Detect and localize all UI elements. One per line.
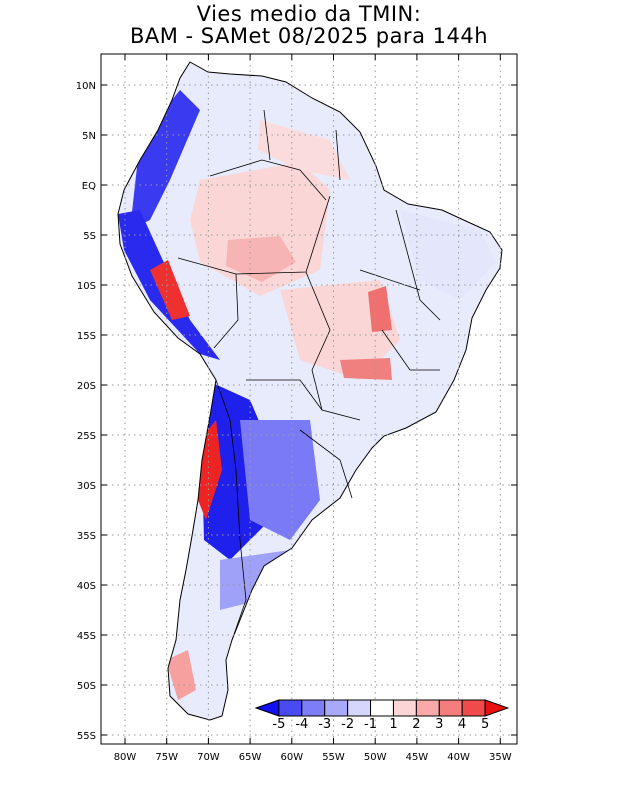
colorbar-box	[392, 699, 417, 717]
lat-label: 30S	[77, 481, 96, 492]
lon-label: 75W	[155, 752, 178, 763]
warm-bias-amazon-core	[226, 236, 296, 282]
colorbar-label: -5	[272, 717, 285, 732]
lat-label: 10S	[77, 281, 96, 292]
colorbar-box	[370, 699, 394, 717]
warm-bias-patagonia-south	[166, 650, 196, 700]
longitude-labels: 80W 75W 70W 65W 60W 55W 50W 45W 40W 35W	[114, 752, 512, 763]
colorbar-label: -3	[318, 717, 331, 732]
colorbar-box	[415, 699, 440, 717]
lat-label: 25S	[77, 431, 96, 442]
lon-label: 60W	[280, 752, 303, 763]
cool-bias-northeast	[400, 210, 496, 300]
colorbar-box	[347, 699, 372, 717]
lon-label: 80W	[114, 752, 137, 763]
warm-bias-strong-central	[368, 286, 392, 332]
lon-label: 40W	[447, 752, 470, 763]
map-title-line2: BAM - SAMet 08/2025 para 144h	[129, 24, 489, 48]
colorbar-label: -4	[295, 717, 308, 732]
lon-label: 55W	[322, 752, 345, 763]
colorbar-label: 5	[481, 717, 489, 732]
lat-lon-grid	[101, 54, 517, 744]
lat-label: 20S	[77, 381, 96, 392]
latitude-labels: 10N 5N EQ 5S 10S 15S 20S 25S 30S 35S 40S 45S 50S 55S	[76, 81, 96, 742]
colorbar-label: 4	[458, 717, 466, 732]
colorbar	[254, 699, 510, 717]
colorbar-box	[438, 699, 463, 717]
colorbar-box	[461, 699, 486, 717]
lon-label: 35W	[489, 752, 512, 763]
warm-bias-north	[258, 120, 350, 180]
cold-bias-north-andes	[130, 90, 200, 230]
colorbar-box	[301, 699, 326, 717]
lat-label: 50S	[77, 681, 96, 692]
colorbar-box	[278, 699, 303, 717]
lon-label: 65W	[239, 752, 262, 763]
lon-label: 50W	[364, 752, 387, 763]
bias-field	[117, 61, 503, 721]
colorbar-box	[324, 699, 349, 717]
lat-label: 40S	[77, 581, 96, 592]
lon-label: 70W	[197, 752, 220, 763]
colorbar-label: -2	[341, 717, 354, 732]
lat-label: 35S	[77, 531, 96, 542]
lat-label: 55S	[77, 731, 96, 742]
warm-bias-strong-south	[340, 358, 392, 380]
map-title-line1: Vies medio da TMIN:	[196, 2, 422, 26]
country-borders	[177, 109, 441, 641]
colorbar-label: 1	[389, 717, 397, 732]
lat-label: 5S	[83, 231, 96, 242]
lon-label: 45W	[406, 752, 429, 763]
warm-bias-peru-andes	[150, 260, 190, 320]
colorbar-labels: -5 -4 -3 -2 -1 1 2 3 4 5	[272, 717, 489, 732]
colorbar-label: -1	[364, 717, 377, 732]
lat-label: 15S	[77, 331, 96, 342]
lat-label: EQ	[82, 181, 96, 192]
coastline	[117, 61, 503, 721]
lat-label: 10N	[76, 81, 96, 92]
colorbar-label: 2	[412, 717, 420, 732]
lat-label: 5N	[82, 131, 96, 142]
cold-bias-argentina	[240, 420, 320, 540]
lat-label: 45S	[77, 631, 96, 642]
colorbar-arrow-high	[484, 699, 510, 717]
colorbar-label: 3	[435, 717, 443, 732]
